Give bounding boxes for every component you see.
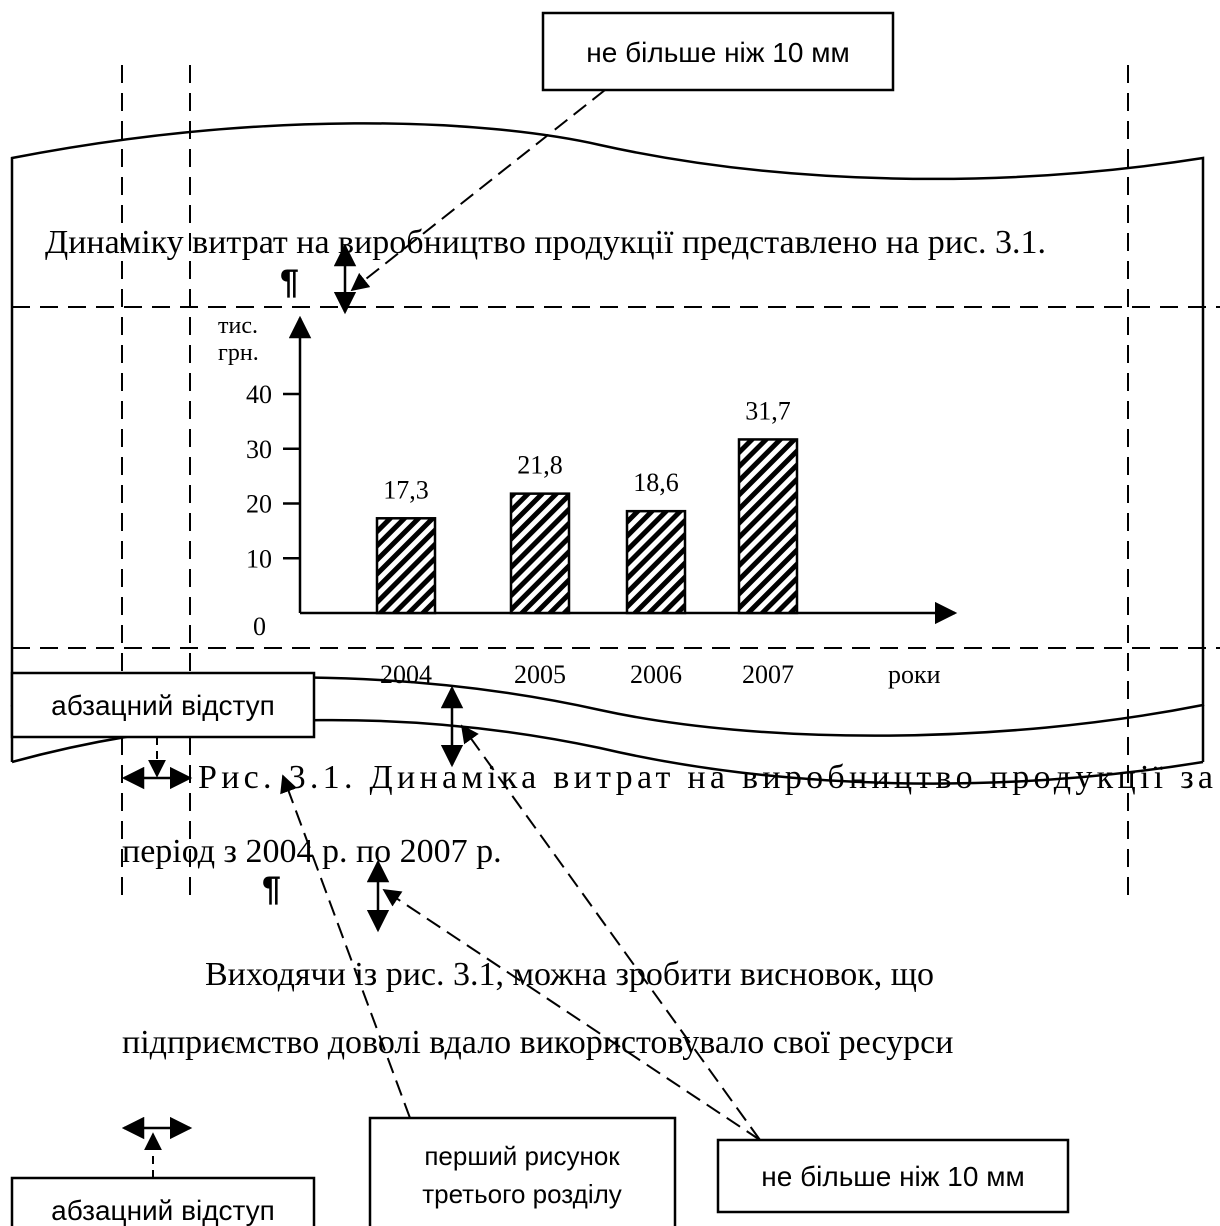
bar-value-label: 18,6 xyxy=(633,468,679,497)
y-tick-label: 20 xyxy=(246,490,272,519)
x-tick-label: 2006 xyxy=(630,660,682,689)
bar-value-label: 21,8 xyxy=(517,451,563,480)
pilcrow-top: ¶ xyxy=(280,263,299,301)
callout-box-top-spacing xyxy=(541,11,895,92)
y-tick-label: 0 xyxy=(253,612,266,641)
leader-first-figure xyxy=(280,774,411,1119)
y-tick-label: 40 xyxy=(246,380,272,409)
intro-paragraph: Динаміку витрат на виробництво продукції… xyxy=(45,224,1046,261)
callout-top-spacing: не більше ніж 10 мм xyxy=(586,37,849,68)
bar xyxy=(509,492,571,615)
y-tick-label: 30 xyxy=(246,435,272,464)
conclusion-line2: підприємство доволі вдало використовувал… xyxy=(122,1024,953,1061)
bar xyxy=(625,509,687,615)
x-tick-label: 2007 xyxy=(742,660,794,689)
conclusion-line1: Виходячи із рис. 3.1, можна зробити висн… xyxy=(205,956,934,993)
callout-bottom-spacing: не більше ніж 10 мм xyxy=(761,1161,1024,1192)
leader-bottom-spacing-1 xyxy=(460,724,761,1141)
callout-box-first-figure xyxy=(368,1116,677,1226)
x-axis-label: роки xyxy=(888,660,941,689)
callout-indent-upper: абзацний відступ xyxy=(51,690,275,721)
callout-indent-lower: абзацний відступ xyxy=(51,1195,275,1226)
bar-chart: 0 10 20 30 40 17,3 2004 21,8 2005 18,6 2006 31,7 200… xyxy=(246,380,799,689)
pilcrow-bottom: ¶ xyxy=(262,870,281,908)
y-unit-line2: грн. xyxy=(218,340,259,366)
callout-box-indent-upper xyxy=(10,671,316,739)
figure-caption-line2: період з 2004 р. по 2007 р. xyxy=(122,833,502,870)
x-tick-label: 2005 xyxy=(514,660,566,689)
bar xyxy=(737,438,799,615)
figure-caption-line1: Рис. 3.1. Динаміка витрат на виробництво… xyxy=(198,759,1213,796)
leader-bottom-spacing-2 xyxy=(382,889,761,1141)
x-tick-label: 2004 xyxy=(380,660,432,689)
y-unit-line1: тис. xyxy=(218,313,258,339)
bar-value-label: 31,7 xyxy=(745,396,791,425)
callout-first-figure-line1: перший рисунок xyxy=(424,1141,620,1171)
y-tick-label: 10 xyxy=(246,544,272,573)
callout-first-figure-line2: третього розділу xyxy=(422,1179,622,1209)
leader-top-spacing xyxy=(350,89,606,292)
callout-box-bottom-spacing xyxy=(716,1138,1070,1214)
bar-value-label: 17,3 xyxy=(383,475,429,504)
bar xyxy=(375,517,437,615)
callout-box-indent-lower xyxy=(10,1176,316,1226)
